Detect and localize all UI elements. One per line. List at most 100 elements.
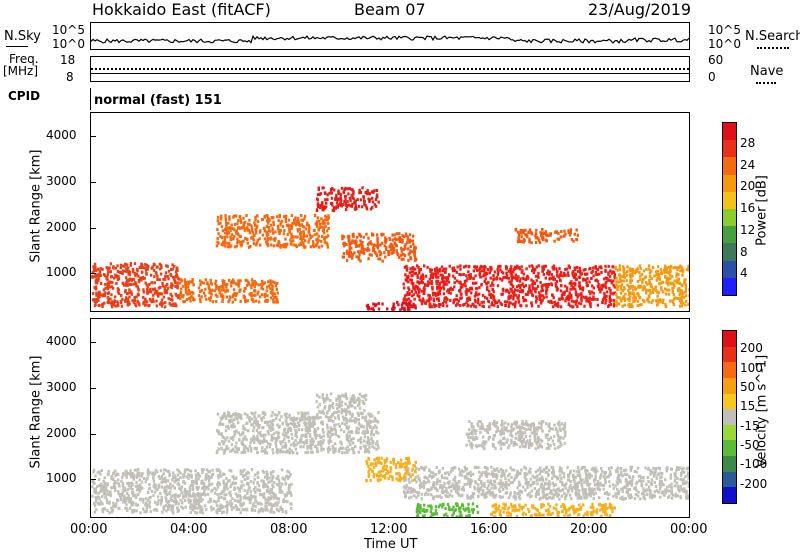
power-cell xyxy=(590,277,592,280)
velocity-cell xyxy=(225,483,227,486)
velocity-cell xyxy=(324,397,326,400)
power-cell xyxy=(643,300,645,303)
velocity-cell xyxy=(329,436,331,439)
power-cell xyxy=(268,226,270,229)
velocity-cell xyxy=(278,484,280,487)
velocity-cell xyxy=(242,424,244,427)
power-cell xyxy=(542,267,544,270)
velocity-cell xyxy=(363,409,365,412)
power-cell xyxy=(493,304,495,307)
velocity-cell xyxy=(349,434,351,437)
velocity-cell xyxy=(328,446,330,449)
power-cell xyxy=(497,284,499,287)
velocity-cell xyxy=(132,501,134,504)
power-cell xyxy=(516,285,518,288)
velocity-cell xyxy=(327,430,329,433)
velocity-cell xyxy=(125,503,127,506)
power-cell xyxy=(475,287,477,290)
power-cell xyxy=(120,266,122,269)
power-cell xyxy=(517,297,519,300)
power-cell xyxy=(355,255,357,258)
power-cell xyxy=(279,223,281,226)
power-cell xyxy=(600,284,602,287)
power-cell xyxy=(469,298,471,301)
power-cell xyxy=(277,219,279,222)
power-cell xyxy=(217,237,219,240)
power-cell xyxy=(603,296,605,299)
velocity-cell xyxy=(211,483,213,486)
power-cell xyxy=(319,223,321,226)
velocity-cell xyxy=(218,448,220,451)
power-cell xyxy=(156,266,158,269)
power-cell xyxy=(199,283,201,286)
power-cell xyxy=(558,267,560,270)
power-cell xyxy=(588,280,590,283)
power-cell xyxy=(519,280,521,283)
velocity-cell xyxy=(241,451,243,454)
power-cell xyxy=(333,189,335,192)
velocity-cell xyxy=(202,486,204,489)
freq-trace xyxy=(91,73,689,74)
power-cell xyxy=(361,251,363,254)
power-cell xyxy=(272,238,274,241)
velocity-cell xyxy=(234,488,236,491)
power-cell xyxy=(513,292,515,295)
velocity-cell xyxy=(293,425,295,428)
power-cell xyxy=(478,286,480,289)
power-cell xyxy=(409,267,411,270)
power-cell xyxy=(447,277,449,280)
power-cell xyxy=(292,243,294,246)
velocity-cell xyxy=(235,442,237,445)
power-cell xyxy=(293,219,295,222)
power-cell xyxy=(479,276,481,279)
velocity-cell xyxy=(328,442,330,445)
power-cell xyxy=(337,191,339,194)
velocity-cell xyxy=(334,427,336,430)
velocity-cell xyxy=(270,488,272,491)
power-cell xyxy=(259,229,261,232)
velocity-cell xyxy=(215,510,217,513)
power-cell xyxy=(405,301,407,304)
velocity-cell xyxy=(104,493,106,496)
velocity-cell xyxy=(137,493,139,496)
velocity-cell xyxy=(282,433,284,436)
velocity-cell xyxy=(262,426,264,429)
power-cell xyxy=(278,230,280,233)
power-cell xyxy=(224,290,226,293)
power-cell xyxy=(409,292,411,295)
power-cell xyxy=(498,265,500,268)
power-cell xyxy=(386,307,388,310)
power-cell xyxy=(561,297,563,300)
power-cell xyxy=(512,285,514,288)
power-cell xyxy=(621,275,623,278)
velocity-cell xyxy=(234,499,236,502)
velocity-cell xyxy=(271,414,273,417)
velocity-cell xyxy=(301,411,303,414)
power-cell xyxy=(133,297,135,300)
power-cell xyxy=(246,284,248,287)
power-cell xyxy=(645,275,647,278)
power-cell xyxy=(251,278,253,281)
power-cell xyxy=(653,275,655,278)
power-cell xyxy=(188,297,190,300)
power-cell xyxy=(464,281,466,284)
power-cell xyxy=(296,245,298,248)
power-cell xyxy=(518,233,520,236)
power-cell xyxy=(637,292,639,295)
velocity-cell xyxy=(289,502,291,505)
power-cell xyxy=(131,299,133,302)
velocity-cell xyxy=(335,403,337,406)
velocity-cell xyxy=(141,481,143,484)
power-cell xyxy=(435,276,437,279)
power-cell xyxy=(247,242,249,245)
power-cell xyxy=(466,305,468,308)
power-cell xyxy=(389,238,391,241)
velocity-cell xyxy=(510,481,512,484)
power-cell xyxy=(186,293,188,296)
power-cell xyxy=(99,271,101,274)
power-cell xyxy=(128,288,130,291)
power-cell xyxy=(470,291,472,294)
power-cell xyxy=(273,223,275,226)
velocity-cell xyxy=(285,419,287,422)
velocity-cell xyxy=(210,506,212,509)
